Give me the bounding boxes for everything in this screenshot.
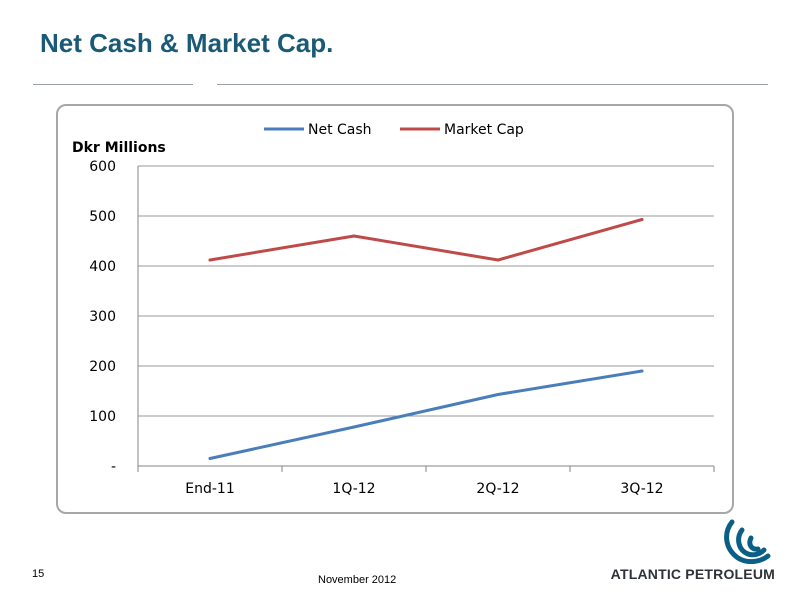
- data-point: [640, 369, 644, 373]
- company-logo-text: ATLANTIC PETROLEUM: [610, 566, 775, 582]
- legend-label: Market Cap: [444, 122, 524, 138]
- x-tick-label: 1Q-12: [332, 481, 375, 497]
- slide-title: Net Cash & Market Cap.: [40, 28, 334, 58]
- chart-frame: - 100 200 300 400 500 600 End-11 1Q-12 2Q-12 3Q-12…: [56, 104, 734, 514]
- company-logo-icon: [724, 519, 771, 564]
- data-point: [640, 218, 644, 221]
- y-tick-label: 500: [89, 209, 116, 225]
- page-number: 15: [32, 568, 45, 580]
- y-tick-label: 600: [89, 159, 116, 175]
- data-point: [208, 258, 212, 262]
- title-divider-right: [217, 84, 768, 85]
- y-tick-label: 400: [89, 259, 116, 275]
- title-divider-left: [33, 84, 193, 85]
- legend-label: Net Cash: [308, 122, 372, 138]
- company-logo: ATLANTIC PETROLEUM: [600, 516, 775, 586]
- y-tick-label: -: [111, 459, 116, 475]
- data-point: [496, 393, 500, 396]
- footer-date: November 2012: [318, 574, 397, 586]
- x-tick-label: End-11: [185, 481, 234, 497]
- x-tick-label: 2Q-12: [476, 481, 519, 497]
- line-chart: - 100 200 300 400 500 600 End-11 1Q-12 2Q-12 3Q-12…: [72, 122, 715, 497]
- data-point: [352, 425, 356, 429]
- y-axis-label: Dkr Millions: [72, 140, 166, 156]
- data-point: [352, 234, 356, 238]
- y-tick-label: 300: [89, 309, 116, 325]
- y-tick-label: 200: [89, 359, 116, 375]
- x-tick-label: 3Q-12: [620, 481, 663, 497]
- data-point: [208, 457, 212, 460]
- series-line-market-cap: [208, 218, 644, 262]
- data-point: [496, 258, 500, 262]
- y-tick-label: 100: [89, 409, 116, 425]
- series-line-net-cash: [208, 369, 644, 460]
